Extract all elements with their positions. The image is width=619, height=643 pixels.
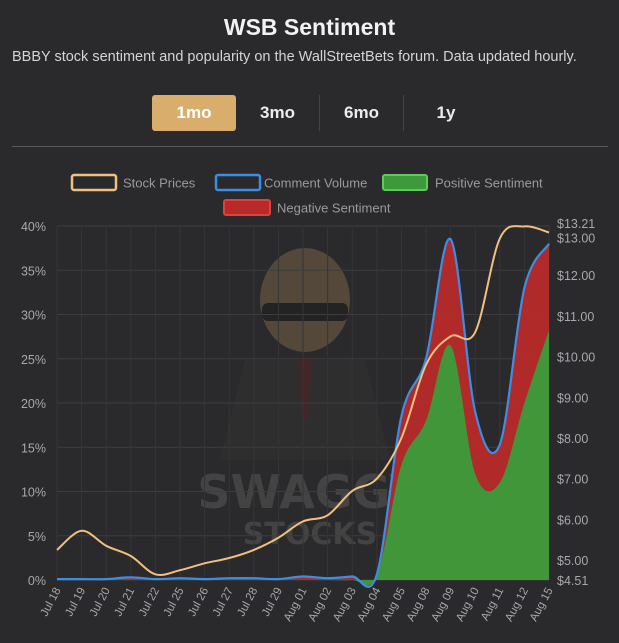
y-left-tick-label: 15% xyxy=(21,441,46,455)
mascot-tie xyxy=(298,360,312,420)
mascot-head xyxy=(260,248,350,352)
x-tick-label: Jul 22 xyxy=(137,586,162,619)
y-axis-right: $4.51 $5.00 $6.00 $7.00 $8.00 $9.00 $10.00 $11.… xyxy=(557,217,595,588)
swaggy-stocks-watermark: SWAGGY STOCKS xyxy=(197,248,423,552)
y-left-tick-label: 5% xyxy=(28,530,46,544)
y-right-tick-label: $13.21 xyxy=(557,217,595,231)
x-tick-label: Jul 19 xyxy=(63,586,88,619)
y-right-tick-label: $12.00 xyxy=(557,269,595,283)
x-tick-label: Aug 10 xyxy=(454,586,482,624)
sentiment-chart: Stock Prices Comment Volume Positive Sen… xyxy=(21,173,595,624)
y-axis-left: 0% 5% 10% 15% 20% 25% 30% 35% 40% xyxy=(21,220,46,588)
legend-swatch-stock-prices[interactable] xyxy=(70,173,118,192)
y-left-tick-label: 40% xyxy=(21,220,46,234)
stock-price-line[interactable] xyxy=(56,225,550,576)
x-tick-label: Jul 20 xyxy=(88,586,113,619)
y-right-tick-label: $6.00 xyxy=(557,513,588,527)
comment-volume-line[interactable] xyxy=(56,238,550,588)
mascot-sunglasses xyxy=(262,303,348,321)
x-tick-label: Jul 26 xyxy=(186,586,211,619)
y-right-tick-label: $8.00 xyxy=(557,432,588,446)
y-left-tick-label: 20% xyxy=(21,397,46,411)
y-left-tick-label: 10% xyxy=(21,486,46,500)
y-left-tick-label: 25% xyxy=(21,353,46,367)
y-right-tick-label: $13.00 xyxy=(557,232,595,246)
y-right-tick-label: $9.00 xyxy=(557,391,588,405)
x-tick-label: Aug 11 xyxy=(479,586,506,623)
legend-label-negative-sentiment[interactable]: Negative Sentiment xyxy=(277,201,391,216)
chart-series xyxy=(56,225,550,588)
legend-label-stock-prices[interactable]: Stock Prices xyxy=(123,176,196,191)
mascot-suit xyxy=(220,360,390,460)
y-right-tick-label: $7.00 xyxy=(557,473,588,487)
x-tick-label: Jul 18 xyxy=(39,586,64,619)
watermark-line2: STOCKS xyxy=(243,517,377,552)
tab-1y[interactable]: 1y xyxy=(436,103,456,122)
x-tick-label: Jul 29 xyxy=(260,586,285,619)
y-right-tick-label: $4.51 xyxy=(557,574,588,588)
x-tick-label: Jul 25 xyxy=(162,586,187,619)
y-left-tick-label: 35% xyxy=(21,264,46,278)
chart-legend: Stock Prices Comment Volume Positive Sen… xyxy=(70,173,543,216)
tab-3mo[interactable]: 3mo xyxy=(236,95,320,131)
page-title: WSB Sentiment xyxy=(223,14,396,40)
divider xyxy=(12,146,608,147)
tab-1mo[interactable]: 1mo xyxy=(152,95,236,131)
x-tick-label: Jul 21 xyxy=(112,586,137,619)
y-left-tick-label: 0% xyxy=(28,574,46,588)
legend-label-positive-sentiment[interactable]: Positive Sentiment xyxy=(435,176,543,191)
x-tick-label: Jul 27 xyxy=(211,586,236,619)
tab-6mo[interactable]: 6mo xyxy=(320,95,404,131)
legend-swatch-negative-sentiment[interactable] xyxy=(223,199,271,216)
y-right-tick-label: $11.00 xyxy=(557,310,594,324)
x-tick-label: Aug 15 xyxy=(528,586,556,624)
legend-swatch-positive-sentiment[interactable] xyxy=(382,174,428,191)
x-axis: Jul 18 Jul 19 Jul 20 Jul 21 Jul 22 Jul 25 Jul … xyxy=(39,585,556,623)
y-right-tick-label: $10.00 xyxy=(557,351,595,365)
y-right-tick-label: $5.00 xyxy=(557,554,588,568)
range-tabs: 1mo 3mo 6mo 1y xyxy=(152,95,488,131)
x-tick-label: Jul 28 xyxy=(235,586,260,619)
y-left-tick-label: 30% xyxy=(21,309,46,323)
page-subtitle: BBBY stock sentiment and popularity on t… xyxy=(12,49,577,65)
legend-label-comment-volume[interactable]: Comment Volume xyxy=(264,176,367,191)
legend-swatch-comment-volume[interactable] xyxy=(214,173,262,192)
positive-sentiment-area[interactable] xyxy=(57,330,549,586)
